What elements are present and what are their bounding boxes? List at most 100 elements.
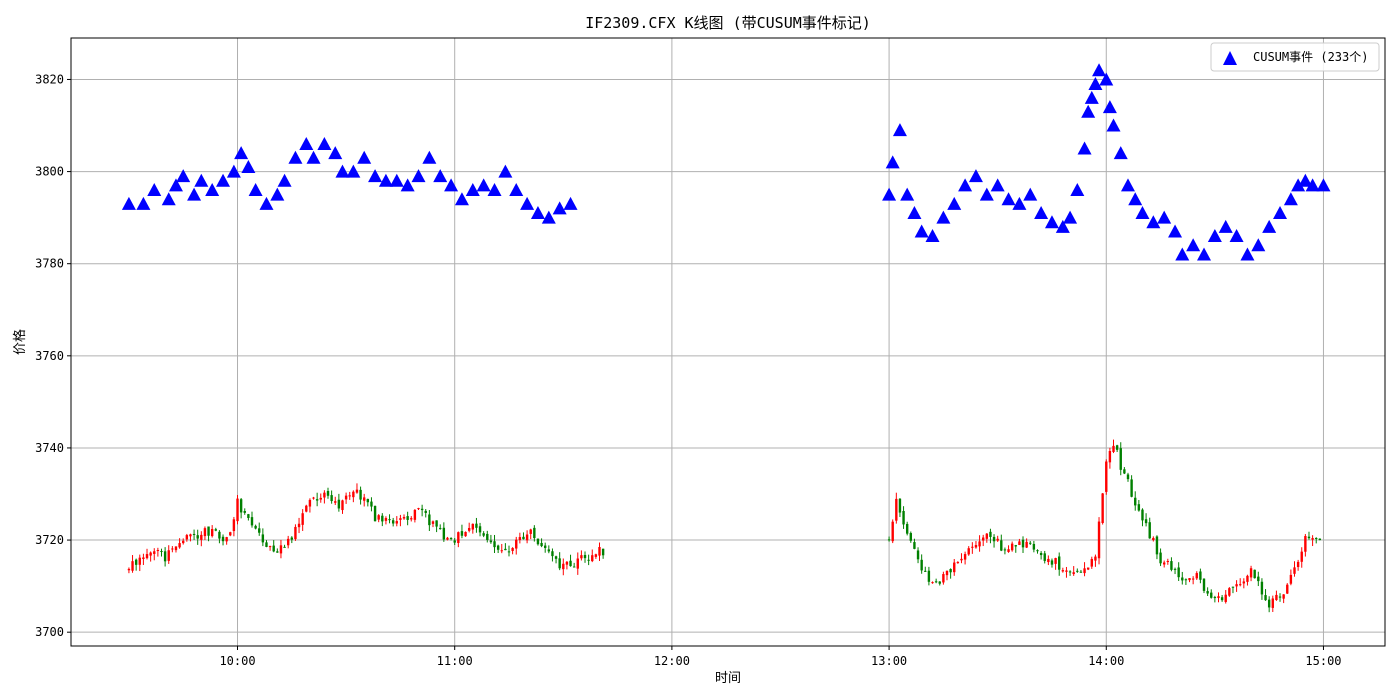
candle-body [909, 533, 913, 541]
candle-body [153, 551, 156, 554]
candle-body [442, 527, 446, 540]
cusum-marker [979, 187, 994, 201]
cusum-marker [205, 183, 220, 196]
candle-body [370, 501, 373, 507]
cusum-marker [885, 155, 900, 169]
candle-body [1148, 522, 1151, 539]
candle-body [1210, 592, 1213, 598]
candle-body [189, 534, 192, 537]
candle-body [1054, 558, 1057, 564]
legend-box [1210, 42, 1380, 72]
candle-body [410, 518, 413, 520]
candle-body [891, 521, 894, 542]
cusum-marker [530, 206, 545, 220]
candle-body [413, 509, 417, 520]
candle-body [138, 557, 141, 565]
y-axis-title: 价格 [12, 329, 28, 355]
candle-body [1025, 541, 1028, 548]
cusum-marker [1102, 100, 1117, 114]
cusum-marker [422, 150, 437, 164]
cusum-marker [1012, 196, 1027, 210]
cusum-marker [925, 229, 940, 243]
candle-body [236, 498, 239, 522]
cusum-marker [1113, 146, 1128, 160]
cusum-marker [1077, 141, 1092, 155]
candle-body [989, 531, 992, 537]
candle-body [254, 525, 257, 529]
cusum-marker [147, 183, 162, 196]
cusum-marker [270, 187, 285, 201]
candle-body [1043, 553, 1046, 561]
cusum-marker [1099, 72, 1114, 86]
candle-body [258, 528, 261, 533]
candle-body [359, 489, 362, 500]
candle-body [1188, 578, 1191, 581]
candle-body [247, 514, 250, 518]
cusum-marker [389, 173, 404, 187]
candle-body [1260, 581, 1264, 595]
candle-body [1065, 570, 1068, 572]
candle-body [1220, 597, 1224, 601]
candle-body [887, 539, 891, 541]
candle-body [1315, 538, 1318, 540]
cusum-marker [487, 183, 502, 196]
candle-body [363, 497, 366, 501]
candle-body [355, 489, 359, 493]
candle-body [428, 514, 431, 526]
candle-body [286, 538, 290, 546]
candle-body [1202, 578, 1206, 591]
candle-body [131, 561, 134, 571]
candle-body [529, 529, 532, 534]
x-tick-label: 10:00 [219, 654, 255, 668]
candle-body [229, 532, 232, 536]
candle-body [218, 531, 221, 539]
cusum-marker [234, 146, 249, 160]
candle-body [569, 560, 572, 567]
candle-body [1137, 504, 1141, 511]
candle-body [1173, 568, 1177, 570]
candle-body [507, 551, 511, 553]
candle-body [1003, 549, 1007, 551]
candle-body [594, 554, 598, 557]
candle-body [927, 570, 931, 582]
candle-body [1097, 521, 1101, 559]
candle-body [439, 528, 442, 530]
candle-body [334, 501, 337, 503]
cusum-marker [476, 178, 491, 192]
candle-body [171, 548, 174, 550]
candle-body [200, 534, 203, 540]
cusum-marker [400, 178, 415, 192]
cusum-marker [328, 146, 343, 160]
candle-body [182, 540, 185, 544]
cusum-marker [346, 164, 361, 178]
candle-body [1058, 556, 1061, 570]
cusum-marker [1175, 247, 1190, 261]
candle-body [268, 546, 272, 548]
candle-body [406, 516, 409, 520]
cusum-marker [161, 192, 176, 206]
candle-body [956, 562, 960, 564]
candle-body [449, 537, 453, 539]
candle-body [1018, 541, 1021, 545]
x-tick-label: 15:00 [1305, 654, 1341, 668]
candle-body [420, 508, 424, 511]
candle-body [1300, 551, 1303, 562]
candle-body [156, 550, 160, 552]
cusum-marker [1168, 224, 1183, 238]
candle-body [1228, 588, 1231, 596]
cusum-marker [241, 159, 256, 173]
candle-body [276, 551, 279, 553]
candle-body [496, 545, 500, 550]
candle-body [272, 545, 275, 552]
candlesticks [127, 439, 1322, 613]
candle-body [377, 515, 380, 520]
candle-body [1094, 556, 1097, 561]
candle-body [895, 498, 898, 521]
cusum-marker [368, 169, 383, 183]
candle-body [1304, 536, 1307, 552]
cusum-marker [1088, 77, 1103, 91]
candle-body [493, 541, 496, 548]
candle-body [598, 547, 601, 556]
x-tick-label: 14:00 [1088, 654, 1124, 668]
